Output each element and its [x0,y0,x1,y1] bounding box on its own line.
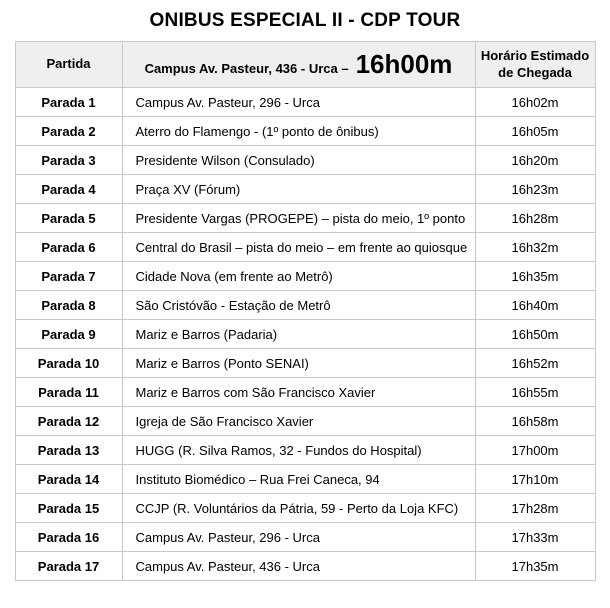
table-row: Parada 9 Mariz e Barros (Padaria) 16h50m [14,319,596,349]
header-departure: Partida [14,41,123,88]
table-row: Parada 3 Presidente Wilson (Consulado) 1… [14,145,596,175]
arrival-time: 17h35m [474,551,596,581]
stop-number: Parada 8 [14,290,123,320]
arrival-time: 16h52m [474,348,596,378]
stop-number: Parada 12 [14,406,123,436]
stop-number: Parada 5 [14,203,123,233]
header-departure-time: 16h00m [355,49,453,80]
table-row: Parada 4 Praça XV (Fórum) 16h23m [14,174,596,204]
stop-number: Parada 3 [14,145,123,175]
stop-location: Igreja de São Francisco Xavier [121,406,476,436]
stop-location: Central do Brasil – pista do meio – em f… [121,232,476,262]
stop-location: HUGG (R. Silva Ramos, 32 - Fundos do Hos… [121,435,476,465]
table-row: Parada 12 Igreja de São Francisco Xavier… [14,406,596,436]
schedule-table: Partida Campus Av. Pasteur, 436 - Urca –… [14,41,596,581]
header-arrival: Horário Estimado de Chegada [474,41,596,88]
arrival-time: 16h50m [474,319,596,349]
arrival-time: 16h55m [474,377,596,407]
table-row: Parada 11 Mariz e Barros com São Francis… [14,377,596,407]
stop-location: Aterro do Flamengo - (1º ponto de ônibus… [121,116,476,146]
table-row: Parada 6 Central do Brasil – pista do me… [14,232,596,262]
header-route-label: Campus Av. Pasteur, 436 - Urca – [144,61,349,77]
stop-location: Campus Av. Pasteur, 296 - Urca [121,522,476,552]
stop-number: Parada 16 [14,522,123,552]
table-row: Parada 15 CCJP (R. Voluntários da Pátria… [14,493,596,523]
stop-location: Cidade Nova (em frente ao Metrô) [121,261,476,291]
stop-location: Campus Av. Pasteur, 296 - Urca [121,87,476,117]
arrival-time: 17h28m [474,493,596,523]
header-row: Partida Campus Av. Pasteur, 436 - Urca –… [14,41,596,88]
arrival-time: 16h23m [474,174,596,204]
arrival-time: 17h33m [474,522,596,552]
stop-location: Campus Av. Pasteur, 436 - Urca [121,551,476,581]
header-route: Campus Av. Pasteur, 436 - Urca – 16h00m [121,41,476,88]
stop-location: Mariz e Barros (Ponto SENAI) [121,348,476,378]
arrival-time: 16h20m [474,145,596,175]
table-row: Parada 1 Campus Av. Pasteur, 296 - Urca … [14,87,596,117]
arrival-time: 16h32m [474,232,596,262]
arrival-time: 16h28m [474,203,596,233]
stop-number: Parada 6 [14,232,123,262]
stop-number: Parada 17 [14,551,123,581]
arrival-time: 16h02m [474,87,596,117]
arrival-time: 16h35m [474,261,596,291]
table-row: Parada 13 HUGG (R. Silva Ramos, 32 - Fun… [14,435,596,465]
stop-number: Parada 10 [14,348,123,378]
stop-location: Presidente Vargas (PROGEPE) – pista do m… [121,203,476,233]
stop-number: Parada 14 [14,464,123,494]
table-row: Parada 8 São Cristóvão - Estação de Metr… [14,290,596,320]
arrival-time: 16h40m [474,290,596,320]
arrival-time: 17h00m [474,435,596,465]
stop-location: Mariz e Barros (Padaria) [121,319,476,349]
stop-location: Mariz e Barros com São Francisco Xavier [121,377,476,407]
schedule-table-body: Parada 1 Campus Av. Pasteur, 296 - Urca … [14,87,596,581]
arrival-time: 16h05m [474,116,596,146]
stop-number: Parada 2 [14,116,123,146]
stop-number: Parada 7 [14,261,123,291]
page-title: ONIBUS ESPECIAL II - CDP TOUR [149,10,461,31]
table-row: Parada 14 Instituto Biomédico – Rua Frei… [14,464,596,494]
table-row: Parada 16 Campus Av. Pasteur, 296 - Urca… [14,522,596,552]
stop-number: Parada 1 [14,87,123,117]
stop-number: Parada 13 [14,435,123,465]
arrival-time: 17h10m [474,464,596,494]
stop-location: Praça XV (Fórum) [121,174,476,204]
stop-location: Instituto Biomédico – Rua Frei Caneca, 9… [121,464,476,494]
table-row: Parada 5 Presidente Vargas (PROGEPE) – p… [14,203,596,233]
stop-location: São Cristóvão - Estação de Metrô [121,290,476,320]
stop-number: Parada 4 [14,174,123,204]
table-row: Parada 10 Mariz e Barros (Ponto SENAI) 1… [14,348,596,378]
arrival-time: 16h58m [474,406,596,436]
stop-number: Parada 15 [14,493,123,523]
table-row: Parada 7 Cidade Nova (em frente ao Metrô… [14,261,596,291]
stop-number: Parada 9 [14,319,123,349]
stop-number: Parada 11 [14,377,123,407]
stop-location: Presidente Wilson (Consulado) [121,145,476,175]
table-row: Parada 2 Aterro do Flamengo - (1º ponto … [14,116,596,146]
stop-location: CCJP (R. Voluntários da Pátria, 59 - Per… [121,493,476,523]
table-row: Parada 17 Campus Av. Pasteur, 436 - Urca… [14,551,596,581]
